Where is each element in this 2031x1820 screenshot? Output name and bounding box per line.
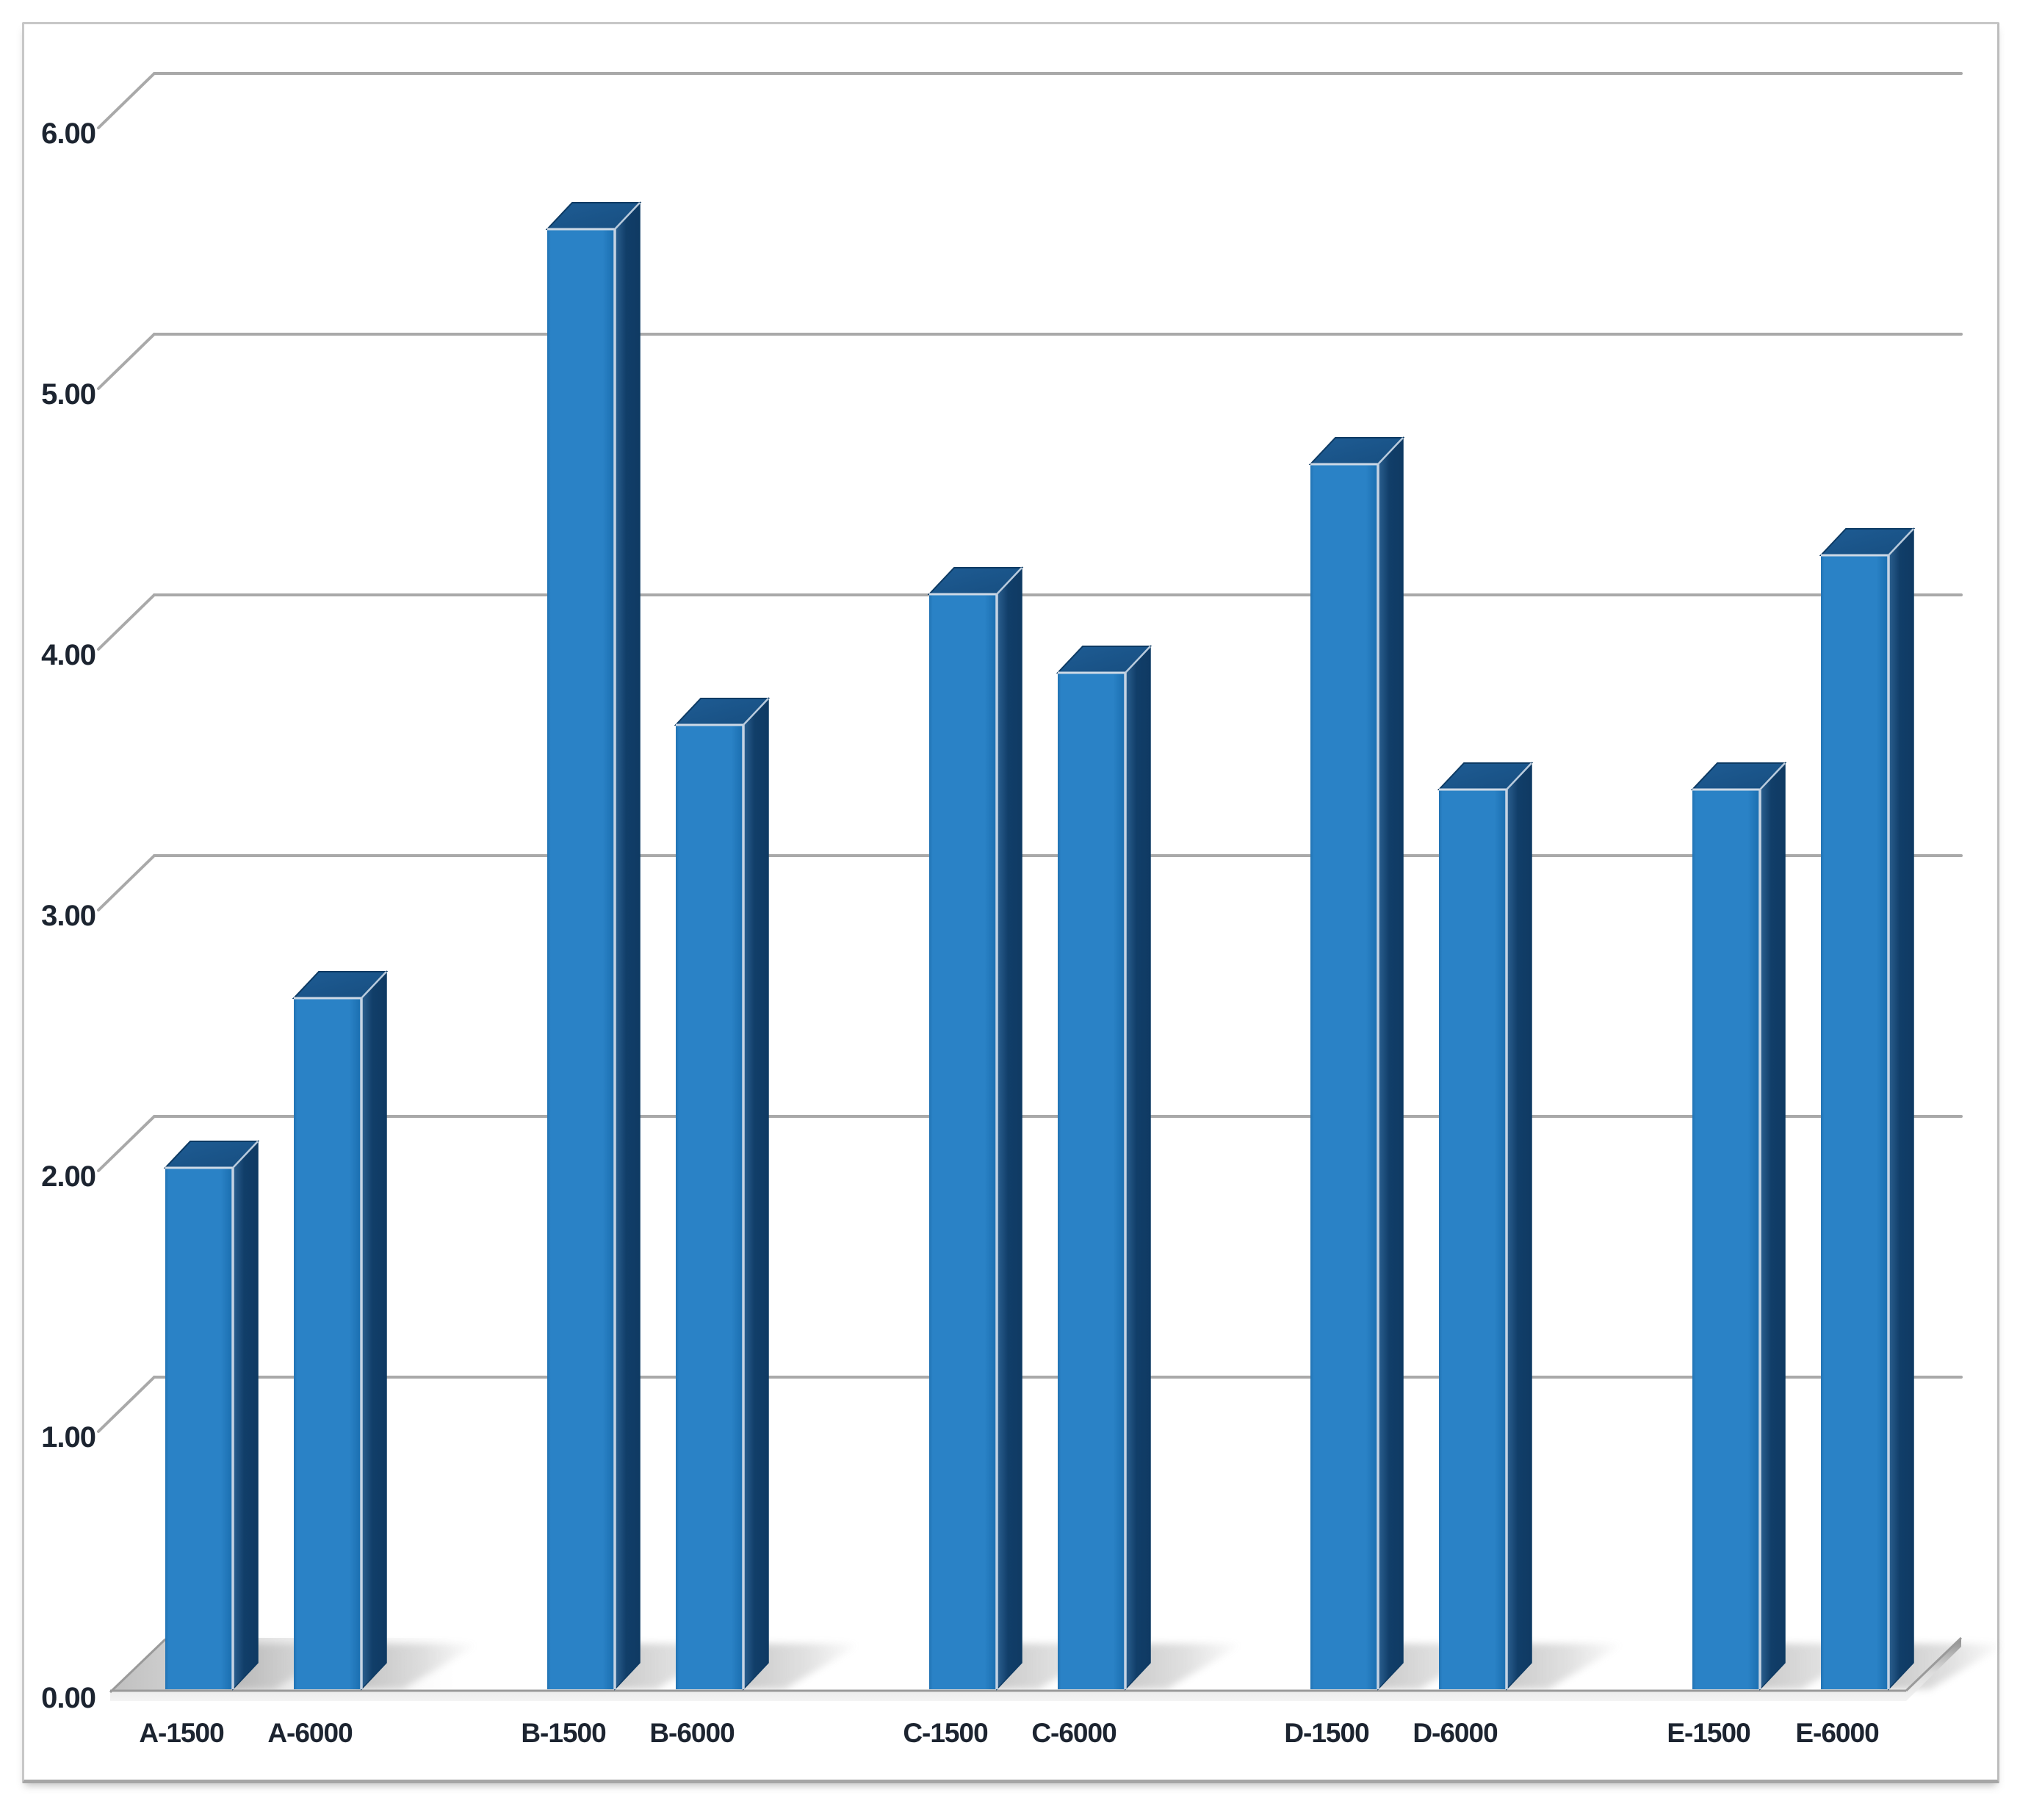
x-category-label-E-6000: E-6000	[1795, 1718, 1879, 1748]
bar-series	[163, 201, 1916, 1691]
x-category-label-A-6000: A-6000	[267, 1718, 353, 1748]
floor-edge-lines	[109, 1636, 1963, 1694]
bar-E-6000	[1819, 527, 1916, 1691]
bar-C-1500	[927, 566, 1024, 1691]
y-tick-label-4.00: 4.00	[41, 639, 96, 671]
bar-A-1500	[163, 1140, 260, 1691]
bar-D-6000	[1437, 762, 1534, 1691]
x-category-label-D-6000: D-6000	[1413, 1718, 1498, 1748]
y-tick-label-0.00: 0.00	[41, 1682, 96, 1714]
bar-A-6000	[292, 970, 389, 1691]
bar-shadows	[228, 1644, 2006, 1689]
chart-outer-border	[22, 22, 1999, 1783]
gridlines	[97, 72, 1963, 1433]
y-tick-label-3.00: 3.00	[41, 900, 96, 932]
bar-C-6000	[1056, 645, 1152, 1691]
bar-B-1500	[545, 201, 642, 1691]
x-category-label-C-1500: C-1500	[903, 1718, 988, 1748]
floor-front-edge	[110, 1638, 1961, 1701]
x-category-label-B-1500: B-1500	[521, 1718, 606, 1748]
x-category-label-E-1500: E-1500	[1667, 1718, 1750, 1748]
x-category-label-C-6000: C-6000	[1031, 1718, 1116, 1748]
y-tick-label-1.00: 1.00	[41, 1421, 96, 1454]
bar-B-6000	[674, 697, 771, 1691]
x-category-label-D-1500: D-1500	[1284, 1718, 1369, 1748]
y-tick-label-6.00: 6.00	[41, 118, 96, 150]
x-category-label-A-1500: A-1500	[139, 1718, 224, 1748]
y-tick-label-2.00: 2.00	[41, 1160, 96, 1193]
x-category-label-B-6000: B-6000	[649, 1718, 735, 1748]
bar-D-1500	[1308, 436, 1405, 1691]
bar-E-1500	[1690, 762, 1787, 1691]
y-tick-label-5.00: 5.00	[41, 378, 96, 411]
